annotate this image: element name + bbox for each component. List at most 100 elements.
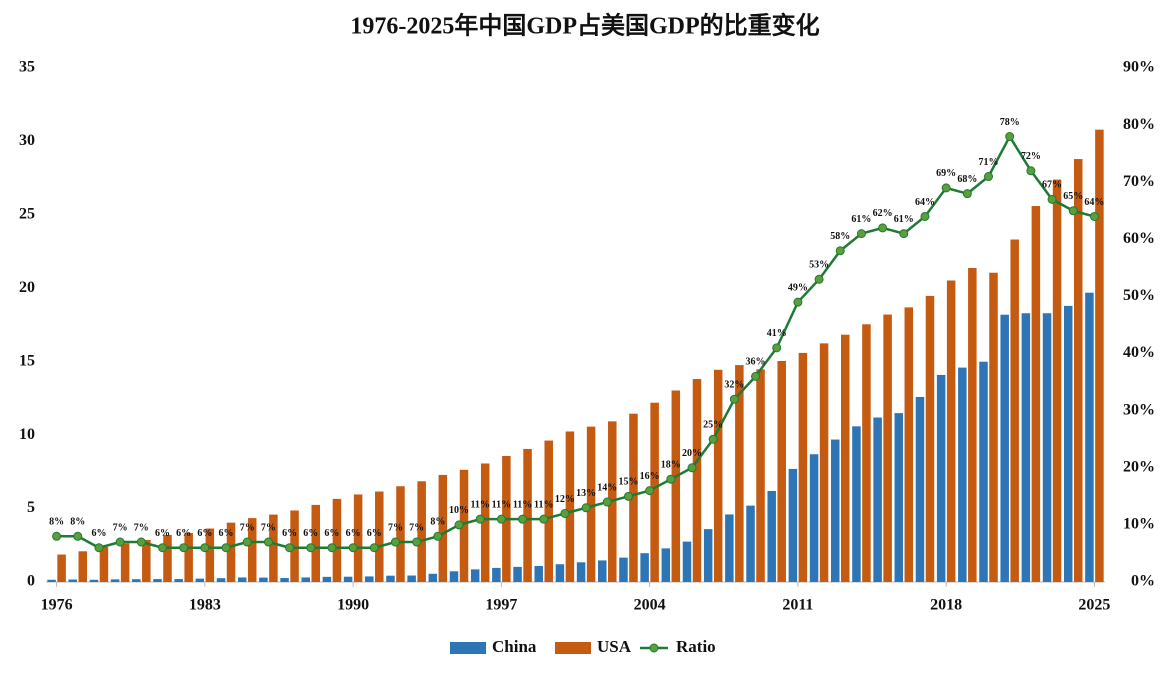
bar bbox=[57, 554, 66, 582]
bar bbox=[1021, 313, 1031, 582]
bar bbox=[386, 575, 395, 582]
data-label: 78% bbox=[1000, 117, 1020, 128]
bar bbox=[1031, 206, 1041, 582]
bar bbox=[925, 295, 935, 582]
data-label: 71% bbox=[979, 157, 999, 168]
bar bbox=[237, 577, 247, 582]
bar bbox=[1010, 239, 1019, 582]
y-tick-label: 5 bbox=[27, 499, 35, 516]
data-label: 8% bbox=[430, 517, 445, 528]
bar bbox=[449, 571, 459, 582]
data-label: 6% bbox=[367, 528, 382, 539]
bar bbox=[862, 324, 871, 582]
x-tick-label: 2018 bbox=[930, 597, 962, 614]
y-tick-label: 30 bbox=[19, 132, 35, 149]
data-label: 62% bbox=[873, 208, 893, 219]
bar bbox=[703, 529, 713, 582]
data-label: 6% bbox=[282, 528, 297, 539]
data-label: 41% bbox=[767, 328, 787, 339]
legend-swatch bbox=[450, 642, 486, 654]
bar bbox=[725, 514, 734, 582]
bar bbox=[968, 268, 977, 582]
line-marker bbox=[602, 497, 612, 507]
bar bbox=[259, 577, 268, 582]
bar bbox=[544, 440, 553, 582]
bar bbox=[756, 369, 765, 582]
x-tick-label: 2004 bbox=[634, 597, 666, 614]
line-marker bbox=[666, 474, 676, 484]
bar bbox=[290, 510, 299, 582]
line-marker bbox=[433, 531, 443, 541]
bar bbox=[375, 491, 384, 582]
bar bbox=[629, 413, 638, 582]
bar bbox=[280, 578, 289, 582]
bar bbox=[269, 514, 278, 582]
data-label: 67% bbox=[1042, 180, 1062, 191]
line-marker bbox=[52, 531, 62, 541]
data-label: 7% bbox=[261, 522, 276, 533]
y-tick-label: 20 bbox=[19, 279, 35, 296]
bar bbox=[915, 396, 925, 582]
x-tick-label: 1983 bbox=[189, 597, 221, 614]
line-marker bbox=[263, 537, 273, 547]
bar bbox=[322, 576, 332, 582]
bar bbox=[936, 374, 946, 582]
data-label: 11% bbox=[534, 499, 553, 510]
bar bbox=[598, 560, 607, 582]
data-label: 7% bbox=[134, 522, 149, 533]
data-label: 15% bbox=[618, 477, 638, 488]
bar bbox=[184, 532, 193, 582]
bar bbox=[78, 551, 88, 582]
data-label: 14% bbox=[597, 482, 617, 493]
data-label: 13% bbox=[576, 488, 596, 499]
data-label: 64% bbox=[1084, 197, 1104, 208]
line-marker bbox=[221, 543, 231, 553]
bar bbox=[89, 579, 99, 582]
bar bbox=[819, 343, 829, 582]
bar bbox=[788, 468, 798, 582]
legend-swatch bbox=[649, 643, 659, 653]
bar bbox=[1085, 292, 1094, 582]
line-marker bbox=[73, 531, 83, 541]
y2-tick-label: 0% bbox=[1131, 573, 1155, 590]
data-label: 36% bbox=[746, 357, 766, 368]
line-marker bbox=[560, 508, 570, 518]
line-marker bbox=[306, 543, 316, 553]
legend-label: USA bbox=[597, 637, 632, 656]
data-label: 69% bbox=[936, 168, 956, 179]
y2-tick-label: 60% bbox=[1123, 230, 1155, 247]
bar bbox=[946, 280, 956, 582]
bar bbox=[735, 365, 744, 582]
y2-tick-label: 80% bbox=[1123, 116, 1155, 133]
line-marker bbox=[1047, 194, 1057, 204]
line-marker bbox=[496, 514, 506, 524]
legend-label: Ratio bbox=[676, 637, 716, 656]
bar bbox=[343, 576, 353, 582]
bar bbox=[831, 439, 840, 582]
line-marker bbox=[708, 434, 718, 444]
bar bbox=[47, 579, 56, 582]
data-label: 16% bbox=[640, 471, 660, 482]
data-label: 7% bbox=[113, 522, 128, 533]
data-label: 18% bbox=[661, 459, 681, 470]
bar bbox=[746, 505, 755, 582]
line-marker bbox=[200, 543, 210, 553]
line-marker bbox=[94, 543, 104, 553]
line-marker bbox=[1068, 206, 1078, 216]
data-label: 8% bbox=[49, 517, 64, 528]
line-marker bbox=[285, 543, 295, 553]
data-label: 10% bbox=[449, 505, 469, 516]
line-marker bbox=[136, 537, 146, 547]
data-label: 6% bbox=[303, 528, 318, 539]
line-marker bbox=[390, 537, 400, 547]
bar bbox=[216, 578, 226, 582]
bar bbox=[883, 314, 892, 582]
chart-title: 1976-2025年中国GDP占美国GDP的比重变化 bbox=[350, 12, 819, 40]
data-label: 58% bbox=[830, 231, 850, 242]
bar bbox=[534, 565, 543, 582]
bar bbox=[1052, 179, 1062, 582]
bar bbox=[1063, 305, 1073, 582]
y-tick-label: 35 bbox=[19, 59, 35, 76]
bar bbox=[205, 528, 215, 582]
